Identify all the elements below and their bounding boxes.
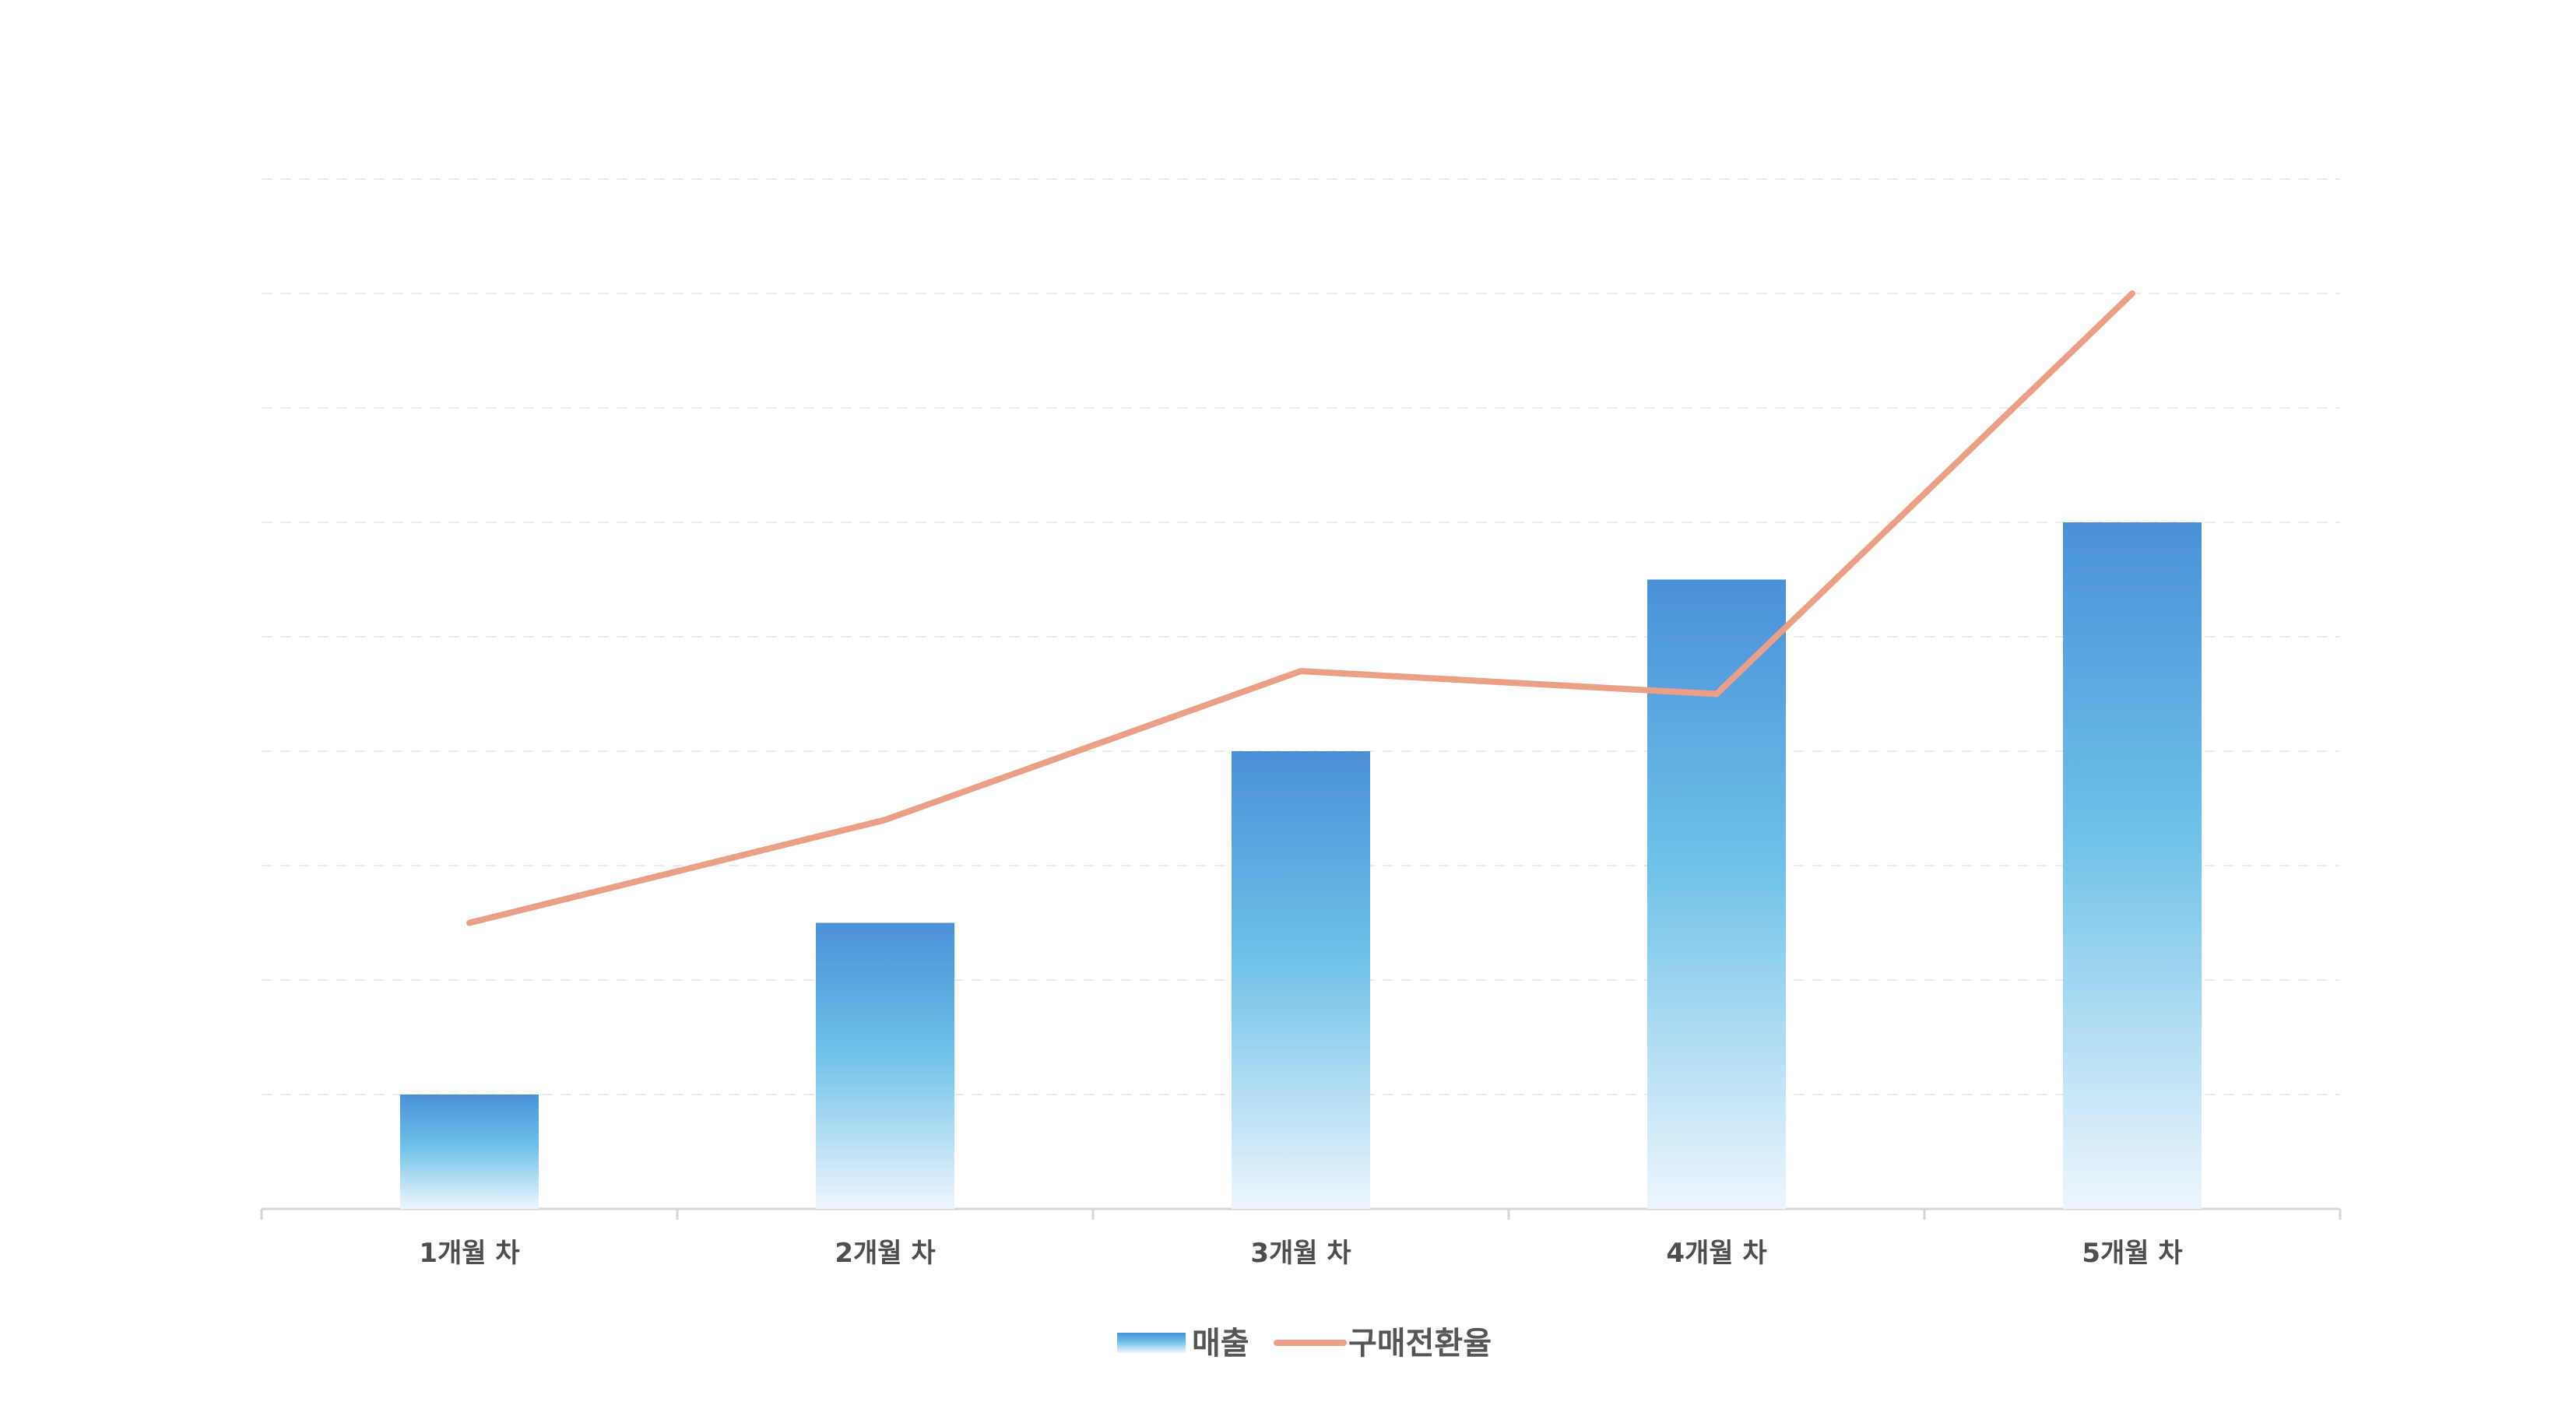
- x-tick-label: 4개월 차: [1666, 1238, 1766, 1269]
- line-point-3: [1299, 669, 1303, 674]
- line-point-4: [1714, 691, 1719, 697]
- legend-label-conversion: 구매전환율: [1348, 1326, 1492, 1362]
- x-tick-label: 3개월 차: [1250, 1238, 1351, 1269]
- x-tick-labels: 1개월 차 2개월 차 3개월 차 4개월 차 5개월 차: [419, 1238, 2182, 1269]
- line-point-5: [2130, 291, 2135, 296]
- legend-bar-swatch: [1117, 1333, 1186, 1353]
- line-point-2: [883, 817, 887, 823]
- bar-3: [1232, 751, 1370, 1209]
- grid-lines: [262, 178, 2340, 1095]
- x-tick-label: 1개월 차: [419, 1238, 519, 1269]
- bar-1: [400, 1095, 539, 1209]
- line-series: [466, 290, 2135, 926]
- bar-5: [2063, 522, 2202, 1209]
- line-point-1: [467, 920, 472, 926]
- x-tick-label: 2개월 차: [835, 1238, 935, 1269]
- bar-series: [400, 522, 2202, 1209]
- bar-4: [1647, 579, 1786, 1209]
- bar-2: [816, 922, 954, 1209]
- x-tick-label: 5개월 차: [2082, 1238, 2182, 1269]
- legend-label-sales: 매출: [1192, 1326, 1249, 1362]
- legend: 매출 구매전환율: [1117, 1326, 1492, 1362]
- x-axis: [260, 1207, 2342, 1220]
